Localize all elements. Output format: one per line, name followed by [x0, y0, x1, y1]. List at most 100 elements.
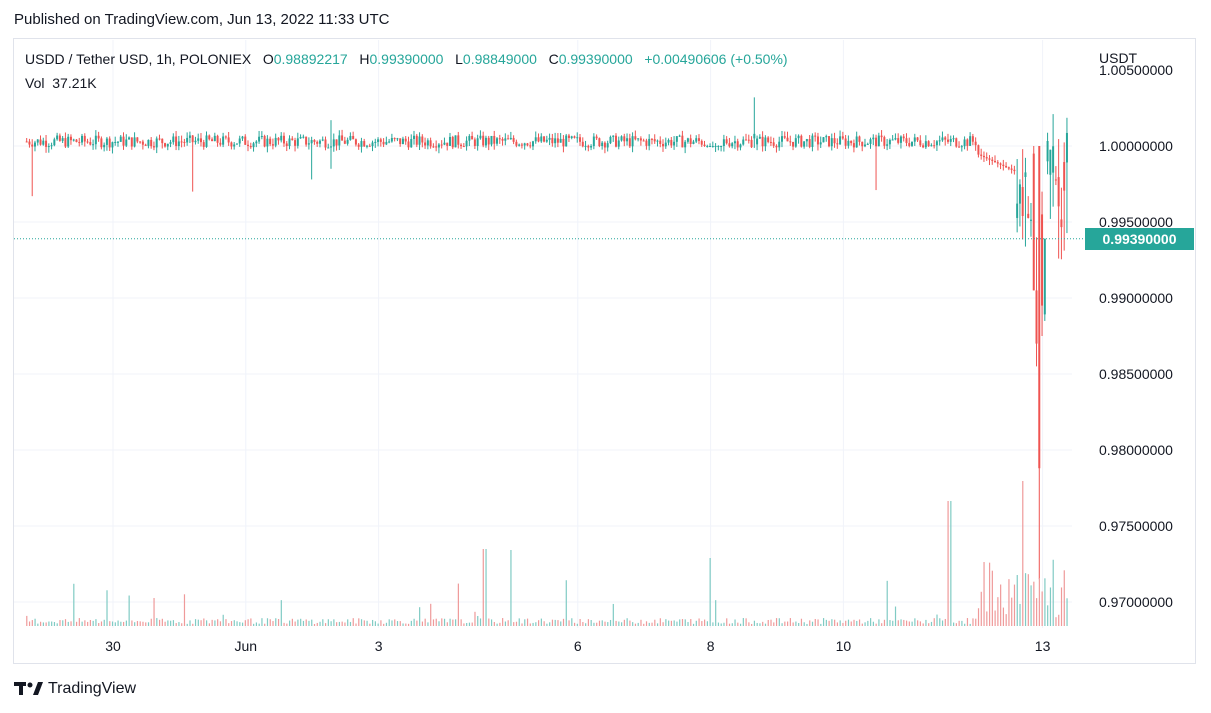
- candle-body: [222, 136, 225, 145]
- volume-bar: [1044, 578, 1046, 626]
- volume-bar: [172, 620, 175, 626]
- candle-body: [105, 138, 108, 145]
- volume-bar: [847, 619, 850, 626]
- volume-bar: [565, 580, 567, 626]
- volume-bar: [42, 622, 44, 626]
- volume-bar: [825, 619, 827, 626]
- candle-body: [565, 135, 568, 147]
- volume-bar: [53, 622, 56, 626]
- candle-body: [742, 139, 745, 145]
- volume-bar: [781, 623, 783, 626]
- volume-bar: [117, 620, 119, 626]
- candle-body: [548, 137, 551, 140]
- candle-body: [426, 140, 429, 146]
- candle-body: [603, 142, 606, 148]
- volume-bar: [900, 619, 902, 626]
- candle-body: [385, 141, 388, 145]
- candle-body: [249, 145, 252, 148]
- volume-bar: [1016, 575, 1018, 626]
- volume-bar: [28, 621, 31, 626]
- candle-body: [996, 162, 999, 164]
- candle-body: [89, 142, 92, 145]
- volume-bar: [925, 619, 927, 626]
- volume-bar: [272, 621, 274, 626]
- candle-body: [368, 145, 371, 147]
- candle-body: [407, 141, 410, 148]
- volume-bar: [709, 558, 711, 626]
- candle-body: [1007, 167, 1010, 169]
- volume-bar: [37, 623, 39, 626]
- volume-bar: [333, 619, 335, 626]
- volume-bar: [1036, 598, 1038, 626]
- volume-bar: [280, 600, 282, 626]
- candle-body: [343, 140, 346, 144]
- volume-bar: [374, 621, 376, 626]
- volume-bar: [430, 603, 432, 626]
- volume-bar: [997, 597, 999, 626]
- volume-bar: [850, 621, 852, 626]
- x-tick-label: 6: [574, 638, 582, 654]
- volume-bar: [170, 620, 172, 626]
- volume-bar: [864, 622, 866, 626]
- volume-bar: [950, 501, 952, 626]
- volume-bar: [67, 621, 69, 626]
- candle-body: [969, 136, 972, 146]
- volume-bar: [183, 594, 186, 626]
- volume-bar: [134, 622, 136, 626]
- volume-bar: [92, 620, 94, 626]
- candle-body: [180, 141, 183, 143]
- candle-body: [908, 143, 911, 146]
- tradingview-logo-icon: [14, 682, 43, 695]
- volume-bar: [322, 619, 324, 626]
- volume-bar: [651, 622, 653, 626]
- volume-bar: [742, 618, 744, 626]
- candle-body: [579, 137, 582, 142]
- candle-body: [321, 139, 324, 141]
- candle-body: [139, 141, 142, 143]
- volume-bar: [953, 622, 955, 626]
- candle-body: [244, 136, 247, 145]
- volume-bar: [598, 620, 601, 626]
- candle-body: [902, 136, 905, 139]
- candle-body: [47, 146, 50, 148]
- y-tick-label: 0.99000000: [1099, 290, 1173, 306]
- volume-bar: [305, 619, 307, 626]
- candle-body: [825, 136, 828, 138]
- candle-body: [31, 144, 34, 147]
- volume-bar: [679, 619, 681, 626]
- chart-frame[interactable]: [13, 38, 1196, 664]
- candle-body: [437, 144, 440, 148]
- candle-body: [639, 138, 642, 141]
- candle-body: [905, 138, 908, 144]
- candle-body: [747, 139, 750, 141]
- candle-body: [894, 138, 897, 140]
- volume-bar: [396, 621, 399, 626]
- volume-bar: [189, 620, 191, 626]
- candle-body: [822, 137, 825, 143]
- candle-body: [338, 135, 341, 146]
- volume-bar: [410, 620, 412, 626]
- candle-body: [482, 135, 485, 146]
- candle-body: [650, 138, 653, 140]
- candle-body: [399, 138, 402, 145]
- volume-bar: [706, 621, 708, 626]
- volume-bar: [460, 619, 462, 626]
- volume-bar: [604, 621, 606, 626]
- volume-bar: [767, 619, 769, 626]
- candle-body: [789, 141, 792, 143]
- tradingview-brand[interactable]: TradingView: [14, 680, 136, 698]
- candle-body: [758, 136, 761, 139]
- legend-symbol[interactable]: USDD / Tether USD, 1h, POLONIEX: [25, 51, 252, 67]
- volume-bar: [424, 618, 426, 626]
- candle-body: [1046, 141, 1049, 162]
- volume-bar: [283, 622, 285, 626]
- volume-bar: [634, 623, 637, 626]
- volume-bar: [928, 623, 930, 626]
- volume-bar: [142, 621, 144, 626]
- candle-body: [595, 136, 598, 139]
- price-scale-currency[interactable]: USDT: [1099, 50, 1138, 66]
- volume-bar: [167, 620, 169, 626]
- candle-body: [606, 143, 609, 148]
- volume-bar: [344, 622, 346, 626]
